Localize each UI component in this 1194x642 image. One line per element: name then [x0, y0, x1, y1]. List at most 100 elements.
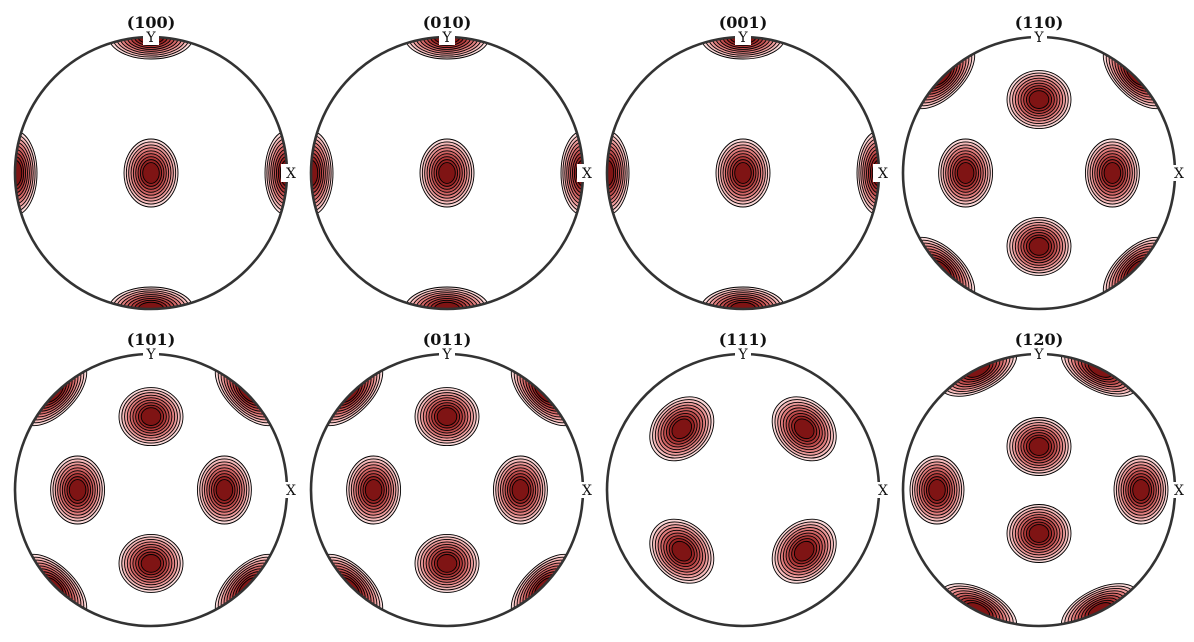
pole [118, 387, 184, 447]
contour-level [734, 162, 752, 184]
pole [1006, 216, 1072, 276]
pole [19, 358, 88, 427]
pole-figure-outline [605, 352, 881, 628]
contour-level [1105, 44, 1168, 107]
contour-level [214, 553, 283, 622]
pole [649, 518, 715, 584]
y-label-bg [439, 345, 455, 359]
pole-figure-title: (111) [719, 330, 768, 349]
pole-figure-title: (100) [127, 13, 176, 32]
contour-level [1102, 41, 1171, 110]
pole [1006, 417, 1072, 476]
pole [264, 130, 287, 216]
y-axis-label: Y [1033, 347, 1044, 363]
contour-level [1132, 479, 1150, 501]
contour-level [928, 479, 946, 501]
y-axis-label: Y [737, 30, 748, 46]
pole-figure-panel: (011)Y X [309, 330, 593, 628]
pole [214, 358, 283, 427]
pole-figure-title: (001) [719, 13, 768, 32]
pole [510, 358, 579, 427]
contour-level [910, 44, 973, 107]
contour-level [217, 361, 280, 424]
pole-figure-title: (010) [423, 13, 472, 32]
pole [1006, 70, 1072, 130]
contour-level [793, 418, 815, 440]
pole-figure-panel: (110)Y X [901, 13, 1185, 311]
pole-contours [19, 358, 283, 622]
contour-level [315, 553, 384, 622]
y-axis-label: Y [441, 347, 452, 363]
x-axis-label: X [286, 166, 296, 182]
pole [938, 138, 994, 208]
y-label-bg [143, 28, 159, 45]
pole [196, 455, 252, 525]
pole [700, 37, 786, 60]
pole [19, 553, 88, 622]
contour-level [364, 479, 383, 501]
pole [607, 130, 630, 216]
x-axis-label: X [582, 483, 592, 499]
pole-figure-panel: (001)Y X [605, 13, 889, 311]
contour-level [1103, 162, 1122, 184]
contour-level [142, 162, 160, 184]
x-label-bg [1171, 482, 1185, 498]
contour-level [438, 162, 456, 184]
pole [214, 553, 283, 622]
pole [1102, 236, 1171, 305]
pole-figure-panel: (101)Y X [13, 330, 297, 628]
contour-level [671, 540, 693, 562]
y-axis-label: Y [1033, 30, 1044, 46]
y-label-bg [143, 345, 159, 359]
pole [315, 553, 384, 622]
pole [123, 138, 179, 208]
pole-contours [311, 37, 583, 309]
pole-figure-title: (101) [127, 330, 176, 349]
pole [907, 236, 976, 305]
y-axis-label: Y [145, 30, 156, 46]
pole [649, 396, 715, 462]
pole [492, 455, 548, 525]
pole [1084, 138, 1140, 208]
pole [315, 358, 384, 427]
contour-level [1028, 524, 1050, 543]
pole [404, 37, 490, 60]
y-axis-label: Y [145, 347, 156, 363]
contour-level [1028, 437, 1050, 456]
contour-level [1028, 237, 1050, 256]
pole [419, 138, 475, 208]
pole-figure-panel: (111)Y X [605, 330, 889, 628]
pole [346, 455, 402, 525]
pole [50, 455, 106, 525]
y-label-bg [735, 345, 751, 359]
pole-figure-panel: (010)Y X [309, 13, 593, 311]
x-label-bg [281, 164, 297, 182]
pole-contours [909, 354, 1169, 626]
pole [1006, 504, 1072, 563]
pole [715, 138, 771, 208]
pole [414, 387, 480, 447]
y-label-bg [439, 28, 455, 45]
pole-contours [649, 396, 837, 584]
x-label-bg [577, 164, 593, 182]
y-axis-label: Y [441, 30, 452, 46]
pole [938, 583, 1018, 626]
pole-contours [15, 37, 287, 309]
pole [15, 130, 38, 216]
contour-level [607, 159, 615, 187]
pole [108, 286, 194, 309]
contour-level [140, 407, 162, 426]
contour-level [436, 554, 458, 573]
x-label-bg [873, 164, 889, 182]
contour-level [513, 361, 576, 424]
pole [560, 130, 583, 216]
contour-level [793, 540, 815, 562]
x-axis-label: X [1174, 166, 1184, 182]
x-axis-label: X [878, 166, 888, 182]
contour-level [910, 239, 973, 302]
contour-level [15, 159, 23, 187]
pole [907, 41, 976, 110]
contour-level [311, 159, 319, 187]
contour-level [68, 479, 87, 501]
